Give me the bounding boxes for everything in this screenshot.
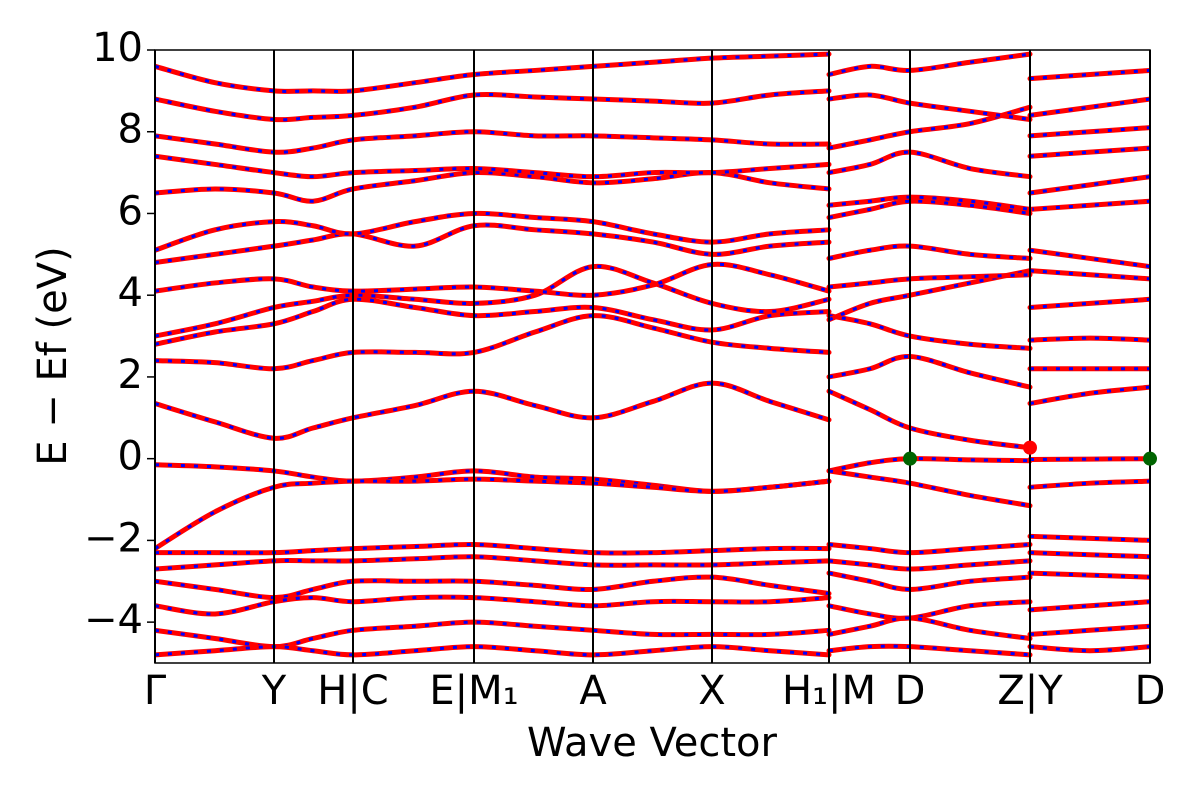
x-tick-label: D — [895, 668, 926, 714]
x-tick-label: X — [698, 668, 725, 714]
x-tick-label: E|M₁ — [429, 668, 518, 714]
band-line-dashed — [155, 381, 1150, 450]
y-tick-label: −2 — [84, 515, 143, 561]
x-tick-label: Γ — [144, 668, 167, 714]
x-tick-label: Y — [261, 668, 287, 714]
y-tick-label: 2 — [118, 352, 143, 398]
y-tick-label: 10 — [92, 25, 143, 71]
y-axis-label: E − Ef (eV) — [30, 246, 76, 465]
y-tick-label: 0 — [118, 434, 143, 480]
x-axis-label: Wave Vector — [527, 720, 778, 766]
y-tick-label: −4 — [84, 597, 143, 643]
x-tick-label: D — [1135, 668, 1166, 714]
x-tick-label: H|C — [317, 668, 388, 714]
y-tick-label: 6 — [118, 188, 143, 234]
point-marker — [1143, 451, 1157, 466]
y-tick-label: 4 — [118, 270, 143, 316]
x-tick-label: H₁|M — [782, 668, 876, 714]
x-tick-label: Z|Y — [997, 668, 1063, 714]
y-tick-label: 8 — [118, 107, 143, 153]
point-marker — [1023, 440, 1037, 455]
x-tick-label: A — [579, 668, 607, 714]
point-marker — [903, 451, 917, 466]
